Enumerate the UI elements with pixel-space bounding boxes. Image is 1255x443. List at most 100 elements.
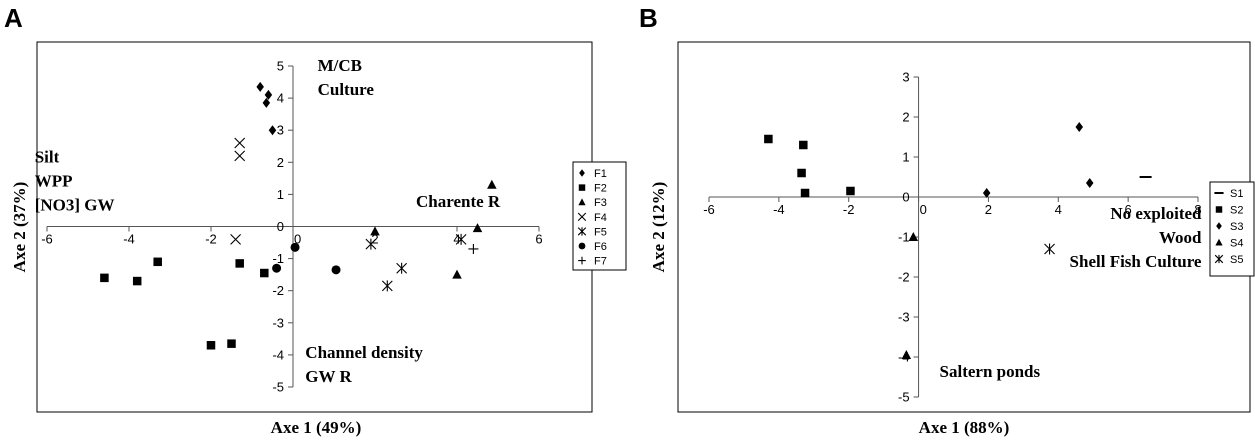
panel-a-point-f2: [227, 339, 236, 348]
panel-a-point-f3: [472, 223, 483, 233]
panel-a-annotation-0: M/CB Culture: [318, 56, 375, 99]
panel-a-legend-marker-f5: [577, 227, 587, 236]
panel-b-x-tick-label: 8: [1194, 202, 1201, 217]
panel-a-ylabel: Axe 2 (37%): [10, 182, 29, 273]
panel-a-point-f2: [206, 341, 216, 350]
panel-b-point-s5: [1044, 243, 1055, 255]
panel-b-ylabel: Axe 2 (12%): [649, 182, 668, 273]
panel-b-point-s2: [764, 134, 773, 144]
panel-b-x-tick-label: -2: [843, 202, 855, 217]
panel-a-legend-label-f5: F5: [594, 226, 607, 238]
panel-b-legend-marker-s3: [1216, 222, 1222, 230]
panel-a-annotation-3: Channel density GW R: [305, 343, 423, 386]
panel-b-y-tick-label: 3: [902, 70, 909, 85]
panel-a-y-tick-label: 4: [277, 91, 284, 106]
panel-a-y-tick-label: -5: [272, 380, 284, 395]
panel-b-x-tick-label: -4: [773, 202, 785, 217]
panel-a-point-f4: [234, 150, 246, 162]
panel-a-label: A: [4, 3, 23, 33]
panel-a-x-tick-label: -2: [205, 232, 217, 247]
panel-a-point-f2: [153, 257, 162, 267]
panel-a-legend-marker-f3: [578, 198, 586, 206]
panel-b-y-tick-label: -5: [898, 390, 910, 405]
panel-a-point-f1: [268, 125, 277, 136]
panel-a-point-f4: [234, 137, 246, 149]
panel-a-point-f5: [396, 262, 408, 274]
panel-b-legend-marker-s4: [1215, 238, 1223, 246]
panel-a-annotation-1: Silt WPP [NO3] GW: [35, 147, 115, 214]
panel-a-xlabel: Axe 1 (49%): [271, 418, 362, 437]
panel-b-annotation-0: No exploited Wood Shell Fish Culture: [1070, 204, 1202, 271]
panel-a-point-f5: [381, 280, 393, 292]
panel-b-y-tick-label: -1: [898, 230, 910, 245]
panel-a-point-f6: [331, 265, 341, 275]
panel-a-x-tick-label: 4: [453, 232, 460, 247]
panel-b-legend-label-s1: S1: [1230, 188, 1243, 200]
panel-a-point-f4: [230, 233, 241, 245]
panel-b-label: B: [639, 3, 658, 33]
panel-a-legend-marker-f1: [579, 169, 585, 177]
panel-a-legend-marker-f7: [578, 256, 586, 265]
panel-a-legend-marker-f4: [577, 212, 587, 221]
panel-b-legend-label-s5: S5: [1230, 254, 1243, 266]
panel-a-legend-label-f4: F4: [594, 212, 607, 224]
panel-a-point-f2: [235, 259, 244, 268]
panel-a-legend-marker-f6: [578, 242, 586, 250]
panel-a-point-f5: [455, 233, 467, 245]
panel-a-y-tick-label: -3: [272, 315, 284, 330]
panel-b-point-s4: [901, 350, 912, 359]
panel-a-y-tick-label: 0: [277, 219, 284, 234]
panel-b-legend-marker-s2: [1215, 206, 1223, 213]
panel-a-point-f1: [256, 81, 264, 92]
panel-a-point-f3: [487, 179, 497, 189]
panel-b-point-s2: [800, 188, 810, 198]
panel-b-point-s2: [797, 168, 806, 178]
panel-b-x-tick-label: -6: [703, 202, 715, 217]
panel-b-y-tick-label: -2: [898, 270, 910, 285]
panel-b-frame: [677, 41, 1251, 413]
panel-a-legend-label-f7: F7: [594, 256, 607, 268]
panel-b-y-tick-label: 1: [902, 150, 909, 165]
panel-b-y-tick-label: 0: [902, 190, 909, 205]
panel-a-legend-label-f1: F1: [594, 168, 607, 180]
panel-b-y-tick-label: 2: [902, 110, 909, 125]
panel-a-point-f6: [290, 242, 300, 252]
panel-a-x-tick-label: -4: [123, 232, 135, 247]
panel-a-x-tick-label: 6: [535, 232, 542, 247]
panel-a-annotation-2: Charente R: [416, 192, 501, 211]
panel-b-legend-label-s4: S4: [1230, 238, 1243, 250]
panel-a-point-f2: [260, 268, 269, 278]
panel-a-y-tick-label: 3: [277, 123, 284, 138]
panel-a-plot: -6 -4 -2 0 2 4 6 -5 -4 -3 -2 -1 0 1 2 3 4 5 M/CB Culture Sil…: [35, 56, 627, 395]
panel-a-point-f1: [262, 97, 271, 108]
panel-b-legend-label-s3: S3: [1230, 221, 1243, 233]
panel-b-point-s4: [908, 232, 919, 241]
panel-a-legend-marker-f2: [578, 184, 586, 191]
panel-b-point-s3: [1075, 122, 1083, 132]
panel-a-x-tick-label: -6: [41, 232, 53, 247]
panel-a-y-tick-label: 5: [277, 59, 284, 74]
panel-a-legend-label-f3: F3: [594, 197, 607, 209]
panel-a-y-tick-label: 2: [277, 155, 284, 170]
panel-b-annotation-1: Saltern ponds: [940, 362, 1041, 381]
panel-a-point-f6: [272, 263, 282, 273]
panel-b-point-s3: [982, 188, 991, 198]
panel-a-point-f2: [132, 276, 142, 286]
panel-b-xlabel: Axe 1 (88%): [919, 418, 1010, 437]
panel-a-y-tick-label: 1: [277, 187, 284, 202]
panel-b-x-tick-label: 2: [985, 202, 992, 217]
panel-a-y-tick-label: -4: [272, 347, 284, 362]
panel-a-legend-label-f6: F6: [594, 241, 607, 253]
panel-a-point-f3: [452, 269, 462, 279]
panel-a-y-tick-label: -1: [272, 251, 284, 266]
panel-b-legend-label-s2: S2: [1230, 205, 1243, 217]
panel-b-x-tick-label: 4: [1055, 202, 1062, 217]
panel-a-x-tick-label: 2: [371, 232, 378, 247]
panel-a-legend-label-f2: F2: [594, 183, 607, 195]
panel-a-point-f5: [365, 238, 377, 250]
panel-a-point-f1: [264, 89, 273, 100]
panel-b-point-s2: [799, 140, 808, 150]
panel-b-x-tick-label: 6: [1125, 202, 1132, 217]
